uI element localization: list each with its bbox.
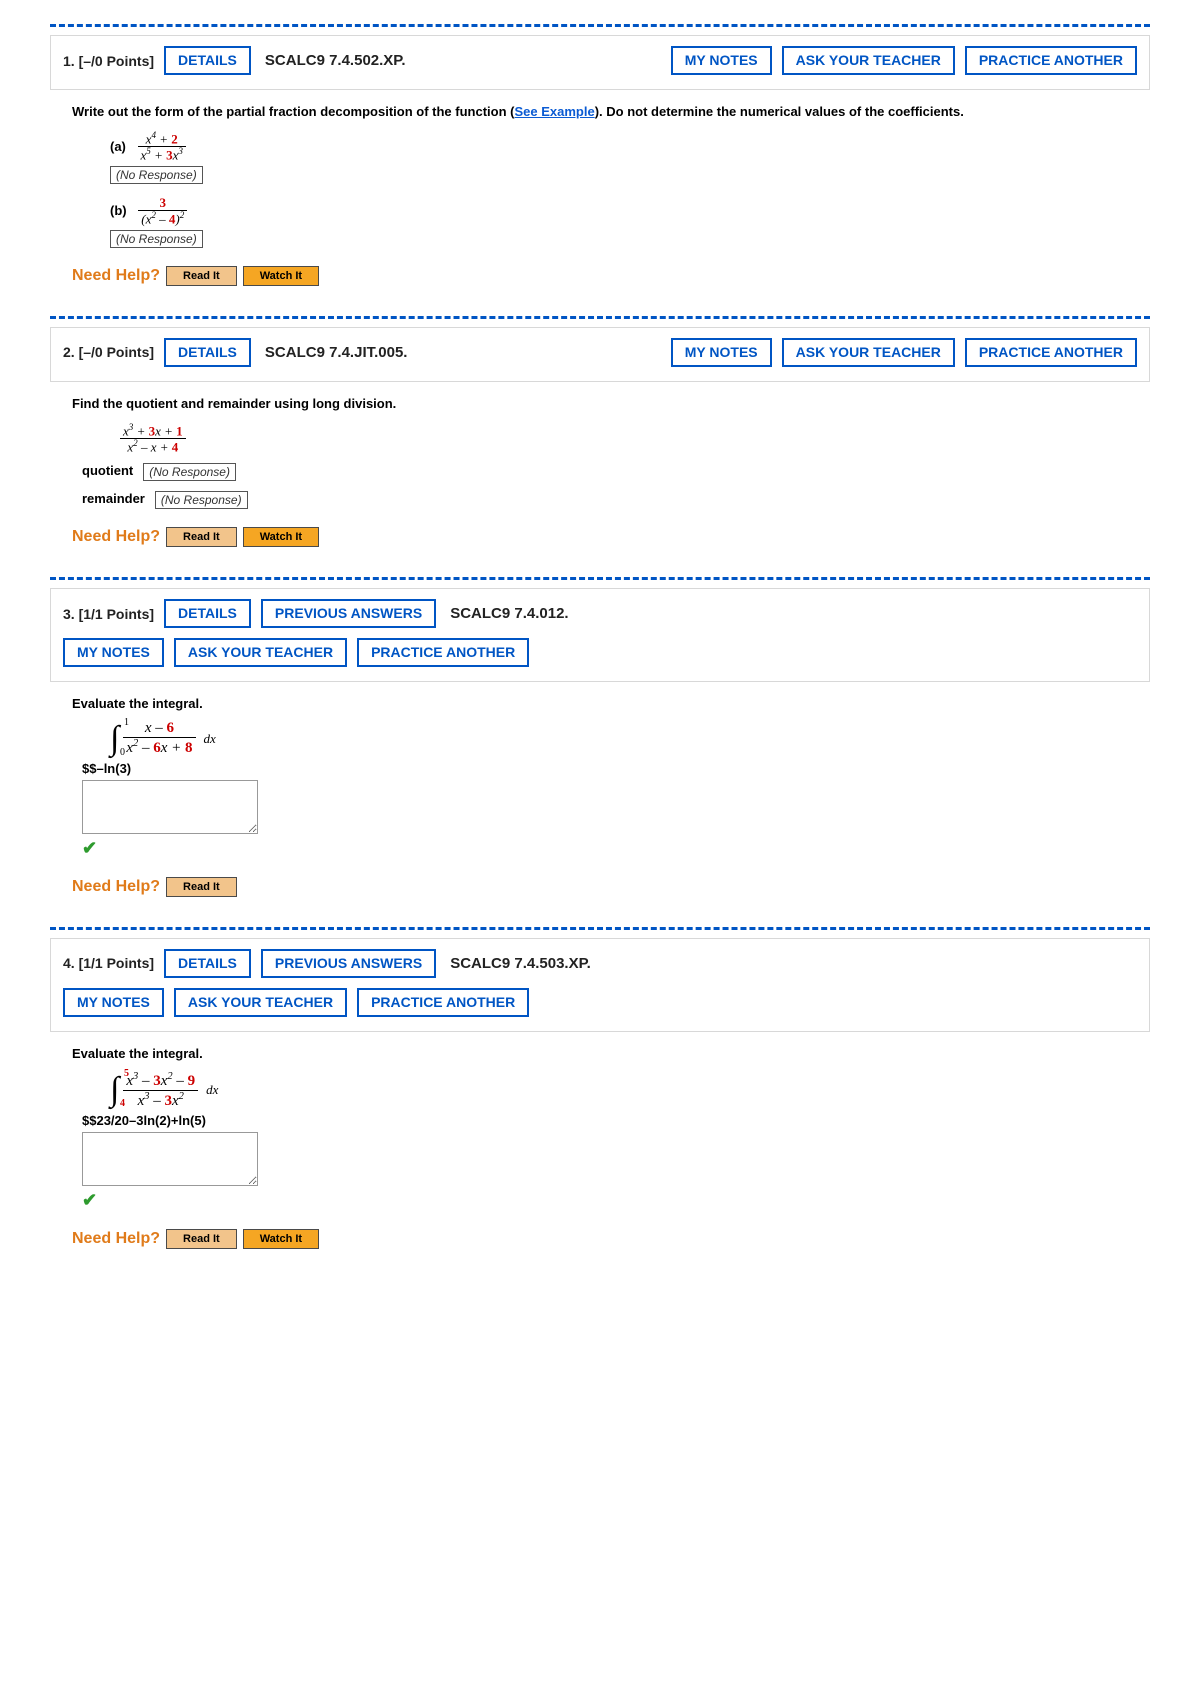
- part-label: (a): [110, 139, 126, 154]
- separator: [50, 24, 1150, 27]
- ask-teacher-button[interactable]: ASK YOUR TEACHER: [782, 338, 955, 367]
- read-it-button[interactable]: Read It: [166, 877, 237, 897]
- q3-instruction: Evaluate the integral.: [72, 696, 1140, 711]
- q3-index: 3. [1/1 Points]: [63, 606, 154, 622]
- answer-box[interactable]: (No Response): [110, 230, 203, 248]
- details-button[interactable]: DETAILS: [164, 599, 251, 628]
- q3-code: SCALC9 7.4.012.: [450, 605, 568, 622]
- q4-answer-text: $$23/20–3ln(2)+ln(5): [82, 1113, 1140, 1128]
- q2-header: 2. [–/0 Points] DETAILS SCALC9 7.4.JIT.0…: [50, 327, 1150, 382]
- quotient-label: quotient: [82, 463, 133, 478]
- q4-header: 4. [1/1 Points] DETAILS PREVIOUS ANSWERS…: [50, 938, 1150, 1032]
- q1-body: Write out the form of the partial fracti…: [50, 90, 1150, 298]
- part-label: (b): [110, 203, 127, 218]
- ask-teacher-button[interactable]: ASK YOUR TEACHER: [782, 46, 955, 75]
- read-it-button[interactable]: Read It: [166, 266, 237, 286]
- integral-icon: ∫ 5 4: [110, 1073, 119, 1107]
- read-it-button[interactable]: Read It: [166, 527, 237, 547]
- watch-it-button[interactable]: Watch It: [243, 1229, 319, 1249]
- fraction-a: x4 + 2 x5 + 3x3: [138, 131, 186, 162]
- separator: [50, 316, 1150, 319]
- q3-answer-textarea[interactable]: [82, 780, 258, 834]
- q1-part-a: (a) x4 + 2 x5 + 3x3 (No Response): [110, 131, 1140, 184]
- q1-instruction: Write out the form of the partial fracti…: [72, 104, 1140, 119]
- details-button[interactable]: DETAILS: [164, 338, 251, 367]
- q3-header: 3. [1/1 Points] DETAILS PREVIOUS ANSWERS…: [50, 588, 1150, 682]
- need-help-label: Need Help?: [72, 1230, 160, 1248]
- q4-index: 4. [1/1 Points]: [63, 955, 154, 971]
- need-help-strip: Need Help? Read It Watch It: [72, 266, 1140, 286]
- practice-another-button[interactable]: PRACTICE ANOTHER: [357, 988, 529, 1017]
- need-help-strip: Need Help? Read It Watch It: [72, 1229, 1140, 1249]
- need-help-label: Need Help?: [72, 528, 160, 546]
- practice-another-button[interactable]: PRACTICE ANOTHER: [965, 338, 1137, 367]
- q2-fraction: x3 + 3x + 1 x2 – x + 4: [120, 423, 1140, 454]
- remainder-row: remainder (No Response): [82, 487, 1140, 509]
- q3-answer-text: $$–ln(3): [82, 761, 1140, 776]
- correct-icon: ✔: [82, 838, 1140, 859]
- q4-body: Evaluate the integral. ∫ 5 4 x3 – 3x2 – …: [50, 1032, 1150, 1262]
- quotient-answer-box[interactable]: (No Response): [143, 463, 236, 481]
- my-notes-button[interactable]: MY NOTES: [63, 988, 164, 1017]
- q3-body: Evaluate the integral. ∫ 1 0 x – 6 x2 – …: [50, 682, 1150, 909]
- see-example-link[interactable]: See Example: [514, 104, 594, 119]
- q4-answer-textarea[interactable]: [82, 1132, 258, 1186]
- watch-it-button[interactable]: Watch It: [243, 266, 319, 286]
- need-help-strip: Need Help? Read It Watch It: [72, 527, 1140, 547]
- need-help-label: Need Help?: [72, 878, 160, 896]
- my-notes-button[interactable]: MY NOTES: [671, 46, 772, 75]
- q2-index: 2. [–/0 Points]: [63, 344, 154, 360]
- remainder-answer-box[interactable]: (No Response): [155, 491, 248, 509]
- details-button[interactable]: DETAILS: [164, 949, 251, 978]
- watch-it-button[interactable]: Watch It: [243, 527, 319, 547]
- previous-answers-button[interactable]: PREVIOUS ANSWERS: [261, 599, 436, 628]
- q4-instruction: Evaluate the integral.: [72, 1046, 1140, 1061]
- practice-another-button[interactable]: PRACTICE ANOTHER: [357, 638, 529, 667]
- q2-body: Find the quotient and remainder using lo…: [50, 382, 1150, 560]
- need-help-label: Need Help?: [72, 267, 160, 285]
- remainder-label: remainder: [82, 491, 145, 506]
- separator: [50, 577, 1150, 580]
- ask-teacher-button[interactable]: ASK YOUR TEACHER: [174, 638, 347, 667]
- q3-integral: ∫ 1 0 x – 6 x2 – 6x + 8 dx: [110, 721, 1140, 757]
- ask-teacher-button[interactable]: ASK YOUR TEACHER: [174, 988, 347, 1017]
- my-notes-button[interactable]: MY NOTES: [63, 638, 164, 667]
- q1-index: 1. [–/0 Points]: [63, 53, 154, 69]
- fraction-b: 3 (x2 – 4)2: [138, 196, 187, 226]
- q1-code: SCALC9 7.4.502.XP.: [265, 52, 406, 69]
- previous-answers-button[interactable]: PREVIOUS ANSWERS: [261, 949, 436, 978]
- read-it-button[interactable]: Read It: [166, 1229, 237, 1249]
- dx-label: dx: [206, 1082, 218, 1098]
- correct-icon: ✔: [82, 1190, 1140, 1211]
- q2-code: SCALC9 7.4.JIT.005.: [265, 344, 408, 361]
- integral-icon: ∫ 1 0: [110, 722, 119, 756]
- q2-instruction: Find the quotient and remainder using lo…: [72, 396, 1140, 411]
- need-help-strip: Need Help? Read It: [72, 877, 1140, 897]
- q1-header: 1. [–/0 Points] DETAILS SCALC9 7.4.502.X…: [50, 35, 1150, 90]
- dx-label: dx: [204, 731, 216, 747]
- quotient-row: quotient (No Response): [82, 459, 1140, 481]
- practice-another-button[interactable]: PRACTICE ANOTHER: [965, 46, 1137, 75]
- q4-code: SCALC9 7.4.503.XP.: [450, 955, 591, 972]
- q1-part-b: (b) 3 (x2 – 4)2 (No Response): [110, 196, 1140, 248]
- my-notes-button[interactable]: MY NOTES: [671, 338, 772, 367]
- q4-integral: ∫ 5 4 x3 – 3x2 – 9 x3 – 3x2 dx: [110, 1071, 1140, 1110]
- details-button[interactable]: DETAILS: [164, 46, 251, 75]
- answer-box[interactable]: (No Response): [110, 166, 203, 184]
- separator: [50, 927, 1150, 930]
